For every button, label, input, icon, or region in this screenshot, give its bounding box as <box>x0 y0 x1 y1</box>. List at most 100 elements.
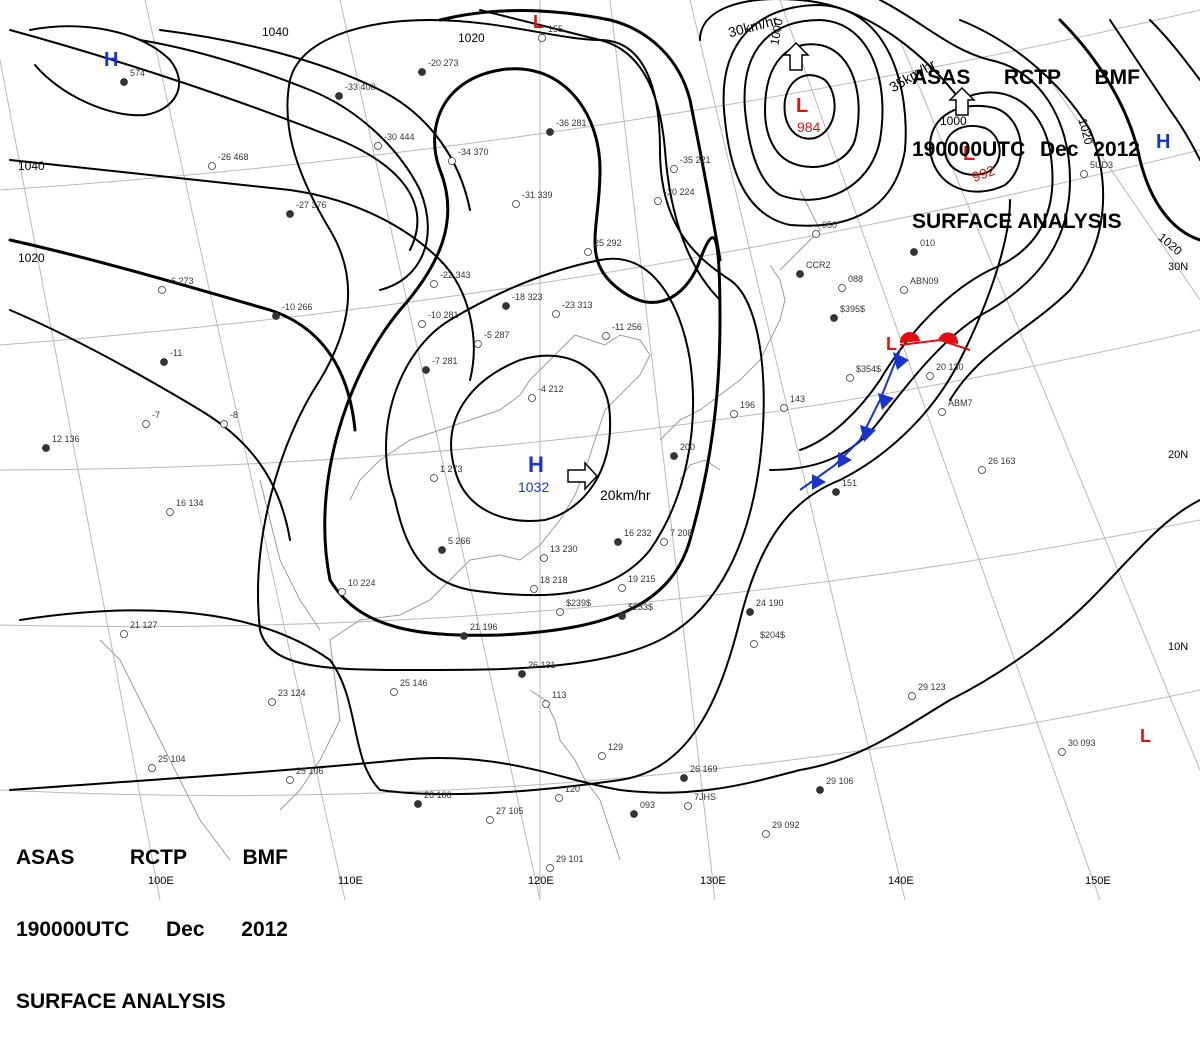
isobar-low-984-3 <box>743 19 884 201</box>
station-plot: 26 169 <box>680 764 718 782</box>
station-obs-text: 25 106 <box>296 766 324 776</box>
title-source: ASAS <box>16 846 75 869</box>
station-obs-text: -10 281 <box>428 310 459 320</box>
title-line-2: 190000UTC Dec 2012 <box>912 138 1140 162</box>
station-obs-text: 26 131 <box>528 660 556 670</box>
station-plot: 20 130 <box>926 362 964 380</box>
station-circle-icon <box>142 420 150 428</box>
station-obs-text: 093 <box>640 800 655 810</box>
station-circle-icon <box>552 310 560 318</box>
station-plot: -26 468 <box>208 152 249 170</box>
station-plot: 088 <box>838 274 863 292</box>
high-center-nw: H <box>104 49 118 71</box>
station-obs-text: CCR2 <box>806 260 831 270</box>
station-obs-text: 7JHS <box>694 792 716 802</box>
station-circle-icon <box>556 608 564 616</box>
station-plot: 19 215 <box>618 574 656 592</box>
station-obs-text: 10 224 <box>348 578 376 588</box>
motion-arrow-icon <box>948 86 976 116</box>
station-circle-icon <box>546 128 554 136</box>
isobar-1024 <box>323 67 722 637</box>
station-obs-text: $233$ <box>628 602 653 612</box>
title-line-2: 190000UTC Dec 2012 <box>16 918 288 942</box>
station-plot: 26 131 <box>518 660 556 678</box>
station-obs-text: ABN09 <box>910 276 939 286</box>
station-obs-text: 25 292 <box>594 238 622 248</box>
station-circle-icon <box>618 612 626 620</box>
station-plot: 16 134 <box>166 498 204 516</box>
station-circle-icon <box>832 488 840 496</box>
longitude-grid <box>0 0 1200 900</box>
isobar-nw-high <box>29 25 181 117</box>
station-circle-icon <box>1058 748 1066 756</box>
station-circle-icon <box>670 165 678 173</box>
station-obs-text: -11 256 <box>612 322 642 332</box>
isobar-1036-n <box>479 9 721 301</box>
station-obs-text: -35 221 <box>680 155 711 165</box>
station-circle-icon <box>660 538 668 546</box>
high-value-main: 1032 <box>518 479 549 495</box>
station-obs-text: 19 215 <box>628 574 656 584</box>
low-center-front: L <box>886 334 897 354</box>
station-plot: $204$ <box>750 630 785 648</box>
station-obs-text: -27 376 <box>296 200 327 210</box>
station-obs-text: 113 <box>552 690 566 700</box>
isobar-1036-nw <box>9 159 475 381</box>
title-time: 190000UTC <box>912 138 1026 161</box>
isobar-1008-ne <box>769 0 1071 471</box>
isobar-1032-inner <box>450 354 612 522</box>
high-center-ne: H <box>1156 131 1170 153</box>
isobar-1024-far-ne <box>1149 19 1200 81</box>
station-circle-icon <box>120 630 128 638</box>
isobar-1016 <box>19 199 1011 796</box>
station-plot: 25 106 <box>286 766 324 784</box>
station-plot: ABM7 <box>938 398 973 416</box>
station-circle-icon <box>978 466 986 474</box>
station-circle-icon <box>926 372 934 380</box>
station-circle-icon <box>120 78 128 86</box>
motion-arrow-icon <box>567 461 599 491</box>
station-obs-text: 16 232 <box>624 528 652 538</box>
station-plot: -35 221 <box>670 155 711 173</box>
station-plot: 26 163 <box>978 456 1016 474</box>
station-circle-icon <box>166 508 174 516</box>
station-circle-icon <box>430 280 438 288</box>
station-plot: -33 400 <box>335 82 376 100</box>
station-plot: -11 <box>160 348 182 366</box>
station-obs-text: 18 218 <box>540 575 568 585</box>
isobar-1012-ne <box>949 19 1105 401</box>
station-obs-text: -36 281 <box>556 118 587 128</box>
title-block-top: ASAS RCTP BMF 190000UTC Dec 2012 SURFACE… <box>912 18 1140 258</box>
station-plot: 155 <box>538 24 563 42</box>
station-plot: 143 <box>780 394 805 412</box>
station-circle-icon <box>910 248 918 256</box>
station-plot: $233$ <box>618 602 653 620</box>
station-circle-icon <box>286 776 294 784</box>
station-plot: 1 273 <box>430 464 463 482</box>
station-circle-icon <box>598 752 606 760</box>
title-year: 2012 <box>1093 138 1140 161</box>
station-obs-text: 25 104 <box>158 754 186 764</box>
isobar-1016-ne <box>1058 18 1200 242</box>
cold-front <box>799 349 909 491</box>
station-plot: 13 230 <box>540 544 578 562</box>
station-obs-text: 27 105 <box>496 806 524 816</box>
station-obs-text: 088 <box>848 274 863 284</box>
station-obs-text: 200 <box>680 442 695 452</box>
station-circle-icon <box>528 394 536 402</box>
station-plot: $395$ <box>830 304 865 322</box>
station-obs-text: 21 196 <box>470 622 498 632</box>
station-circle-icon <box>730 410 738 418</box>
station-obs-text: -7 <box>152 410 160 420</box>
station-circle-icon <box>1080 170 1088 178</box>
high-center-main: H <box>528 452 544 477</box>
station-obs-text: 143 <box>790 394 805 404</box>
lon-label-150e: 150E <box>1085 875 1111 887</box>
station-plot: 29 092 <box>762 820 800 838</box>
station-circle-icon <box>448 157 456 165</box>
station-circle-icon <box>158 286 166 294</box>
pressure-centers: H 1032 20km/hr H H L L 984 30km/hr L 992… <box>104 12 1170 746</box>
station-obs-text: 5UD3 <box>1090 160 1113 170</box>
high-motion-main: 20km/hr <box>600 487 651 503</box>
station-obs-text: 26 169 <box>690 764 718 774</box>
